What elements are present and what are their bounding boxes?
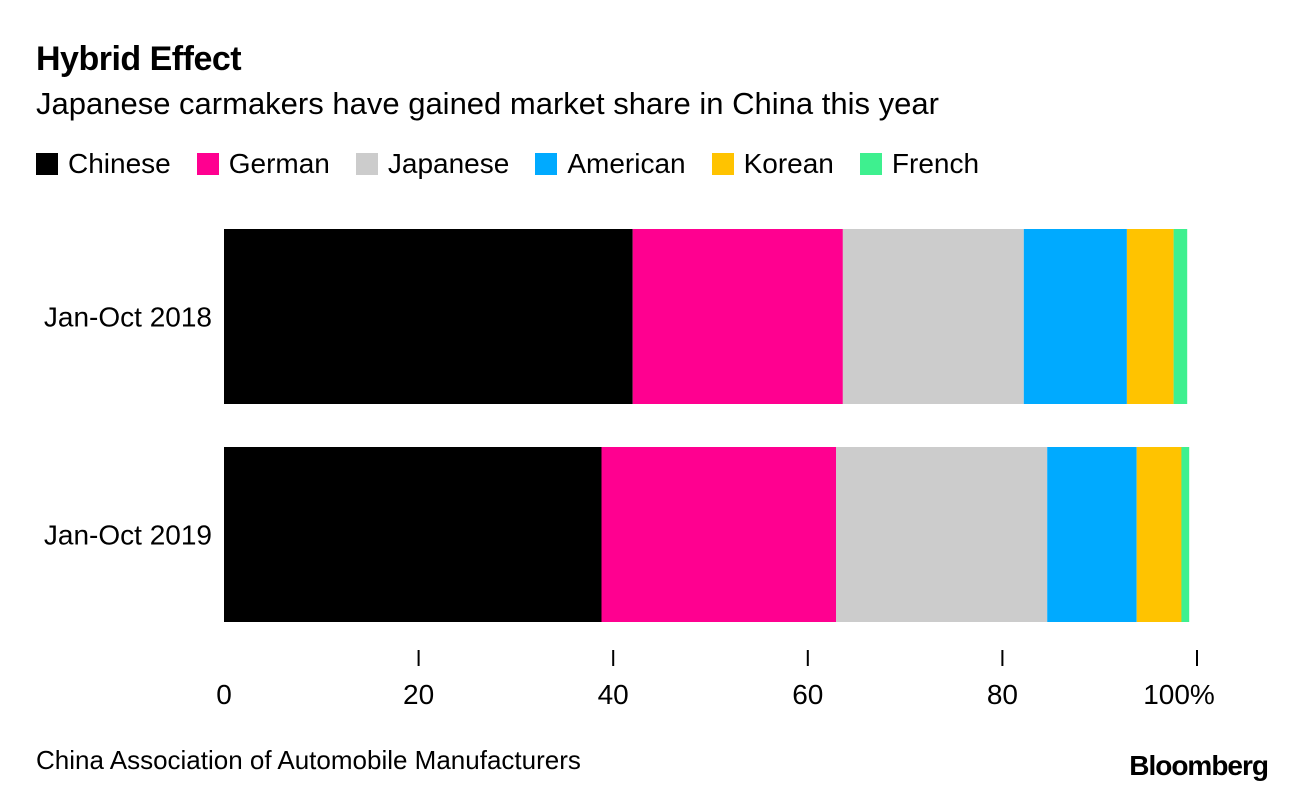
chart-title: Hybrid Effect	[36, 40, 242, 78]
legend-swatch-german	[196, 153, 219, 175]
legend-item-american: American	[535, 148, 686, 180]
legend-label-french: French	[891, 148, 980, 179]
bar-segment-chinese-jan-oct-2018	[224, 229, 633, 404]
x-tick-label-20: 20	[403, 679, 434, 710]
legend-item-japanese: Japanese	[355, 148, 510, 180]
bar-segment-japanese-jan-oct-2019	[836, 447, 1048, 622]
legend-label-american: American	[567, 148, 686, 179]
legend-swatch-korean	[711, 153, 734, 175]
legend-swatch-japanese	[355, 153, 378, 175]
legend-item-korean: Korean	[711, 148, 834, 180]
bar-segment-korean-jan-oct-2018	[1126, 229, 1174, 404]
chart-subtitle: Japanese carmakers have gained market sh…	[36, 86, 939, 121]
legend-swatch-chinese	[36, 153, 58, 175]
legend-label-japanese: Japanese	[387, 148, 510, 179]
bar-segment-french-jan-oct-2019	[1181, 447, 1190, 622]
legend-label-german: German	[228, 148, 330, 179]
legend: Chinese German Japanese American Korean …	[36, 148, 1005, 180]
legend-item-german: German	[196, 148, 330, 180]
x-tick-label-0: 0	[216, 679, 232, 710]
bar-segment-german-jan-oct-2018	[632, 229, 843, 404]
bar-segment-german-jan-oct-2019	[601, 447, 836, 622]
category-label-jan-oct-2019: Jan-Oct 2019	[44, 520, 212, 551]
legend-item-french: French	[859, 148, 980, 180]
x-tick-label-80: 80	[987, 679, 1018, 710]
bar-segment-korean-jan-oct-2019	[1136, 447, 1182, 622]
bloomberg-logo: Bloomberg	[1129, 750, 1269, 781]
legend-item-chinese: Chinese	[36, 148, 171, 180]
bar-segment-japanese-jan-oct-2018	[842, 229, 1024, 404]
category-label-jan-oct-2018: Jan-Oct 2018	[44, 302, 212, 333]
bar-segment-american-jan-oct-2018	[1023, 229, 1127, 404]
bar-segment-chinese-jan-oct-2019	[224, 447, 602, 622]
legend-swatch-french	[859, 153, 882, 175]
bar-segment-american-jan-oct-2019	[1047, 447, 1137, 622]
bar-segment-french-jan-oct-2018	[1173, 229, 1188, 404]
legend-label-chinese: Chinese	[68, 148, 171, 179]
legend-label-korean: Korean	[743, 148, 834, 179]
x-tick-label-60: 60	[792, 679, 823, 710]
source-note: China Association of Automobile Manufact…	[36, 745, 581, 775]
x-tick-label-100: 100%	[1143, 679, 1215, 710]
legend-swatch-american	[535, 153, 558, 175]
x-tick-label-40: 40	[598, 679, 629, 710]
